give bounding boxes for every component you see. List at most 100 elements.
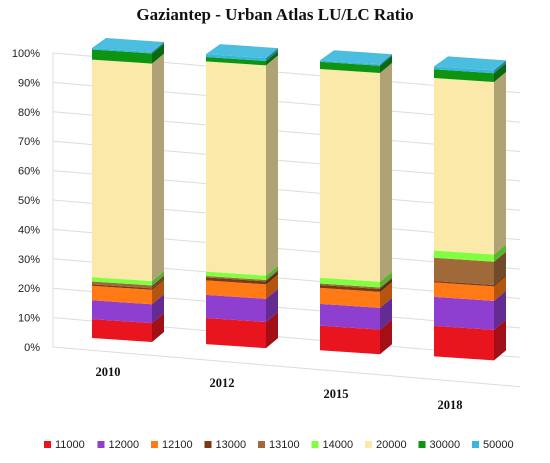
bar-segment-side xyxy=(380,297,392,330)
legend-swatch xyxy=(365,441,372,448)
bar-segment-side xyxy=(380,278,392,292)
y-tick-label: 100% xyxy=(12,48,40,60)
bar-segment xyxy=(434,280,494,287)
bar-segment xyxy=(434,296,494,330)
legend-swatch xyxy=(472,441,479,448)
bar-segment xyxy=(320,283,380,289)
bar-segment-side xyxy=(266,48,278,62)
legend-label: 14000 xyxy=(323,439,354,451)
bar-segment-side xyxy=(494,276,506,301)
bars xyxy=(92,38,506,361)
bar-segment xyxy=(92,59,152,282)
bar-segment xyxy=(206,54,266,62)
bar-segment-side xyxy=(494,319,506,361)
bar-segment xyxy=(206,271,266,280)
bar-segment-side xyxy=(380,319,392,355)
bar-segment xyxy=(434,325,494,361)
legend-swatch xyxy=(418,441,426,448)
legend-label: 20000 xyxy=(376,439,407,451)
bar-segment-side xyxy=(266,274,278,299)
legend: 11000 12000 12100 13000 13100 14000 20000 30000… xyxy=(44,439,514,451)
bar-segment xyxy=(92,48,152,54)
x-tick-label: 2012 xyxy=(210,376,235,390)
bar-segment-side xyxy=(152,294,164,324)
bar-segment-side xyxy=(494,60,506,74)
bar-segment xyxy=(92,284,152,290)
bar-segment-side xyxy=(152,313,164,342)
bar-segment-side xyxy=(266,51,278,66)
bar-segment xyxy=(206,318,266,349)
bar-segment xyxy=(320,287,380,308)
bar-segment xyxy=(206,280,266,299)
bar-segment xyxy=(206,277,266,285)
y-tick-label: 30% xyxy=(18,254,40,266)
bar-segment-side xyxy=(152,279,164,305)
bar-segment-side xyxy=(266,271,278,285)
legend-swatch xyxy=(204,441,212,448)
bar-segment xyxy=(92,281,152,289)
y-tick-label: 20% xyxy=(18,283,40,295)
bar-top xyxy=(434,56,506,71)
bar-top xyxy=(92,38,164,52)
bar-segment-side xyxy=(152,278,164,290)
bar-top xyxy=(206,44,278,59)
bar-segment xyxy=(206,275,266,282)
bar-segment-side xyxy=(494,290,506,330)
bar-segment-side xyxy=(380,54,392,66)
bar-segment-side xyxy=(380,62,392,282)
legend-label: 50000 xyxy=(483,439,514,451)
legend-swatch xyxy=(151,441,158,448)
bar-segment-side xyxy=(266,55,278,276)
bar-segment-side xyxy=(494,244,506,262)
bar-segment xyxy=(434,257,494,285)
legend-label: 13100 xyxy=(269,439,300,451)
bar-segment xyxy=(92,319,152,342)
bar-segment xyxy=(206,61,266,276)
x-tick-label: 2018 xyxy=(438,398,463,412)
bar-segment-side xyxy=(152,42,164,54)
bar-segment xyxy=(206,294,266,323)
legend-swatch xyxy=(97,441,105,448)
bar-segment-side xyxy=(494,71,506,255)
bar-segment xyxy=(92,49,152,64)
bar-segment xyxy=(434,250,494,262)
bar-segment-side xyxy=(152,53,164,282)
legend-label: 12100 xyxy=(162,439,193,451)
bar-segment xyxy=(320,303,380,330)
x-tick-label: 2010 xyxy=(96,365,121,379)
bar-segment xyxy=(320,61,380,73)
bar-segment-side xyxy=(266,269,278,282)
bar-segment xyxy=(434,69,494,82)
bar-segment-side xyxy=(380,281,392,308)
y-tick-label: 80% xyxy=(18,107,40,119)
bar-segment-side xyxy=(494,63,506,82)
bar-segment-side xyxy=(152,275,164,289)
y-tick-label: 40% xyxy=(18,224,40,236)
legend-swatch xyxy=(44,441,51,448)
bar-segment xyxy=(206,57,266,66)
bar-segment xyxy=(434,282,494,301)
y-tick-label: 90% xyxy=(18,77,40,89)
x-tick-label: 2015 xyxy=(324,387,349,401)
bar-segment-side xyxy=(380,277,392,289)
y-tick-label: 70% xyxy=(18,136,40,148)
bar-segment-side xyxy=(266,288,278,323)
y-tick-label: 50% xyxy=(18,195,40,207)
legend-label: 13000 xyxy=(216,439,247,451)
bar-segment xyxy=(92,300,152,324)
bar-top xyxy=(320,50,392,65)
bar-segment xyxy=(320,68,380,282)
bar-segment-side xyxy=(152,271,164,286)
bar-segment xyxy=(320,60,380,66)
bar-segment xyxy=(92,277,152,286)
bar-segment-side xyxy=(266,312,278,349)
bar-segment-side xyxy=(494,251,506,285)
bar-segment-side xyxy=(380,55,392,73)
gridline xyxy=(52,346,521,388)
bar-segment-side xyxy=(266,265,278,280)
y-axis: 0% 10% 20% 30% 40% 50% 60% 70% 80% 90% 100% xyxy=(12,48,40,354)
legend-label: 12000 xyxy=(109,439,140,451)
legend-label: 30000 xyxy=(430,439,461,451)
bar-segment xyxy=(92,285,152,305)
